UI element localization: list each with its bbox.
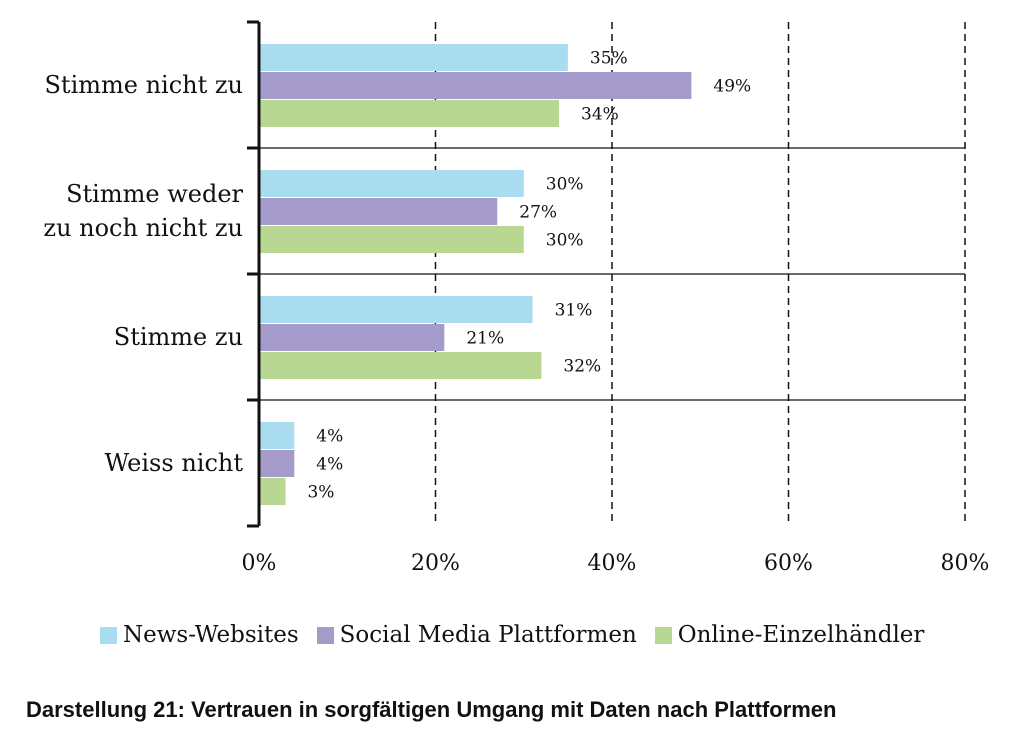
legend-label-news-websites: News-Websites [123, 622, 299, 648]
legend-item-online-retailers: Online-Einzelhändler [654, 622, 925, 648]
bar-s1-c2 [259, 324, 445, 351]
figure-caption: Darstellung 21: Vertrauen in sorgfältige… [26, 697, 837, 722]
bar-chart: 35% 30% 31% 4% 49% 27% 21% 4% 34% 30% 32% 3% Stimme … [43, 20, 990, 576]
x-tick-label-3: 60% [764, 551, 813, 576]
legend-item-news-websites: News-Websites [100, 622, 299, 648]
bar-s0-c3 [259, 422, 295, 449]
value-label-s0-c0: 35% [590, 49, 628, 69]
legend-label-social-media: Social Media Plattformen [339, 622, 637, 648]
bar-s0-c0 [259, 44, 568, 71]
bar-s2-c3 [259, 478, 286, 505]
legend-item-social-media: Social Media Plattformen [316, 622, 637, 648]
category-label-0-0: Stimme nicht zu [44, 71, 243, 99]
legend-swatch-news-websites [100, 626, 117, 644]
x-tick-label-0: 0% [242, 551, 277, 576]
bar-s0-c2 [259, 296, 533, 323]
value-label-s2-c3: 3% [307, 483, 334, 503]
value-label-s0-c1: 30% [546, 175, 584, 195]
category-label-1-1: zu noch nicht zu [43, 214, 243, 242]
bar-s1-c1 [259, 198, 498, 225]
bar-s2-c1 [259, 226, 524, 253]
category-label-3-0: Weiss nicht [104, 449, 243, 477]
x-tick-label-2: 40% [588, 551, 637, 576]
bar-s2-c2 [259, 352, 542, 379]
value-label-s1-c0: 49% [713, 77, 751, 97]
value-label-s0-c3: 4% [316, 427, 343, 447]
legend-label-online-retailers: Online-Einzelhändler [677, 622, 925, 648]
legend: News-Websites Social Media Plattformen O… [100, 622, 942, 648]
value-label-s1-c3: 4% [316, 455, 343, 475]
value-label-s1-c1: 27% [519, 203, 557, 223]
legend-swatch-social-media [316, 626, 334, 644]
value-label-s2-c0: 34% [581, 105, 619, 125]
bar-s2-c0 [259, 100, 560, 127]
bar-s1-c0 [259, 72, 692, 99]
bar-s0-c1 [259, 170, 524, 197]
value-label-s1-c2: 21% [466, 329, 504, 349]
x-tick-label-4: 80% [941, 551, 990, 576]
category-label-2-0: Stimme zu [114, 323, 243, 351]
value-label-s2-c1: 30% [546, 231, 584, 251]
legend-swatch-online-retailers [654, 626, 672, 644]
bar-s1-c3 [259, 450, 295, 477]
value-label-s0-c2: 31% [555, 301, 593, 321]
x-tick-label-1: 20% [411, 551, 460, 576]
value-label-s2-c2: 32% [563, 357, 601, 377]
category-label-1-0: Stimme weder [66, 180, 243, 208]
